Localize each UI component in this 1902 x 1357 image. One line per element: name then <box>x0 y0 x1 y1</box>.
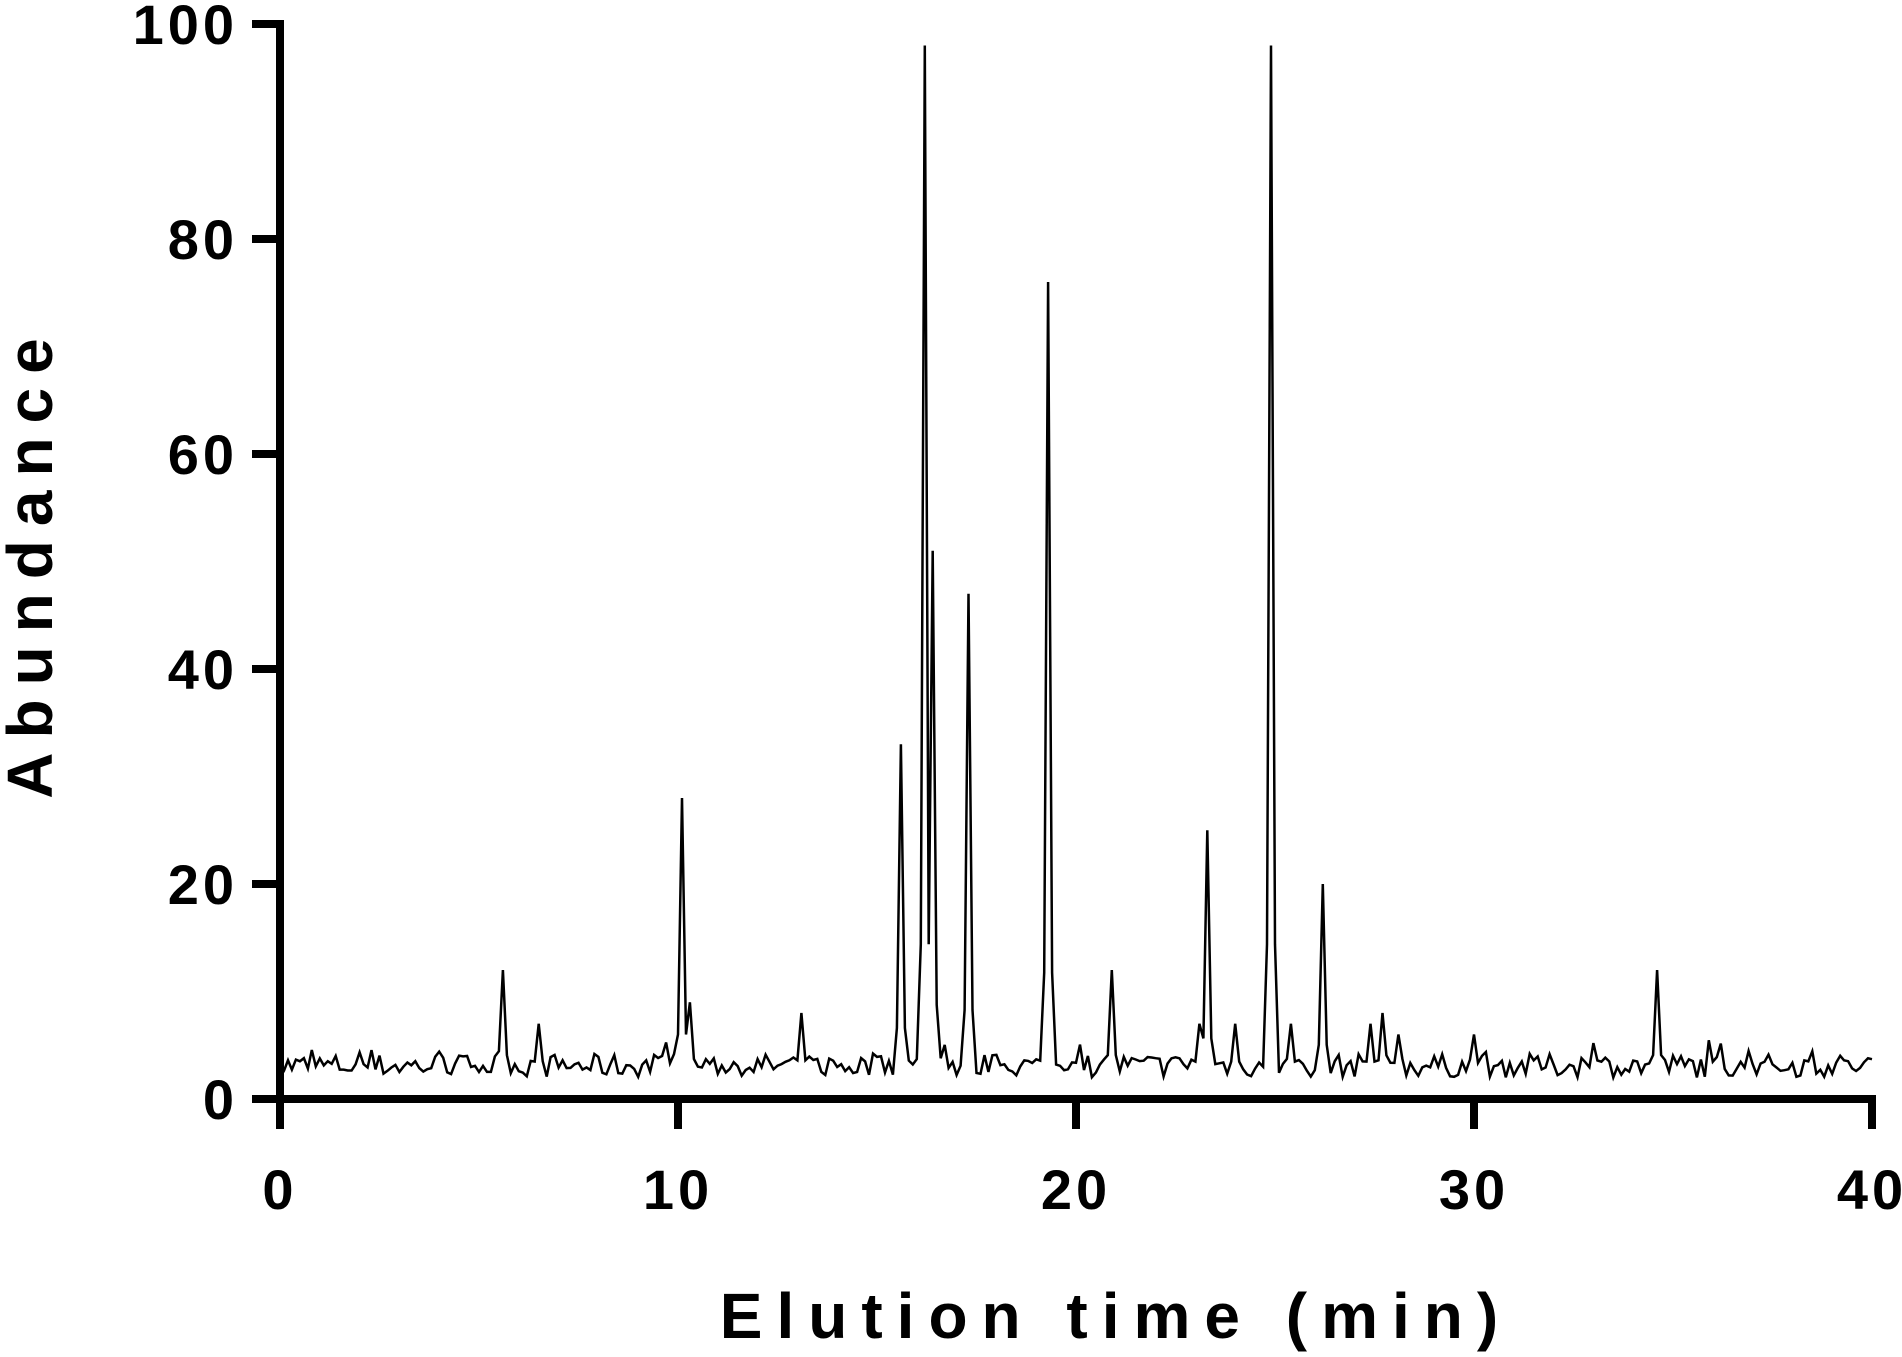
y-tick-label: 40 <box>168 638 238 701</box>
x-ticks: 0 10 20 30 40 <box>262 1099 1902 1221</box>
x-tick-label: 20 <box>1041 1158 1111 1221</box>
y-tick-label: 100 <box>133 0 238 56</box>
y-tick-label: 0 <box>203 1068 238 1131</box>
y-axis-title: Abundance <box>0 324 66 798</box>
x-tick-label: 0 <box>262 1158 297 1221</box>
y-tick-label: 60 <box>168 423 238 486</box>
x-tick-label: 40 <box>1837 1158 1902 1221</box>
y-tick-label: 80 <box>168 208 238 271</box>
x-axis-title: Elution time (min) <box>720 1280 1512 1352</box>
x-tick-label: 10 <box>643 1158 713 1221</box>
chromatogram-trace <box>280 46 1872 1078</box>
x-tick-label: 30 <box>1439 1158 1509 1221</box>
axes <box>276 20 1876 1103</box>
y-ticks: 0 20 40 60 80 100 <box>133 0 280 1131</box>
y-tick-label: 20 <box>168 853 238 916</box>
plot-area <box>280 45 1872 1077</box>
